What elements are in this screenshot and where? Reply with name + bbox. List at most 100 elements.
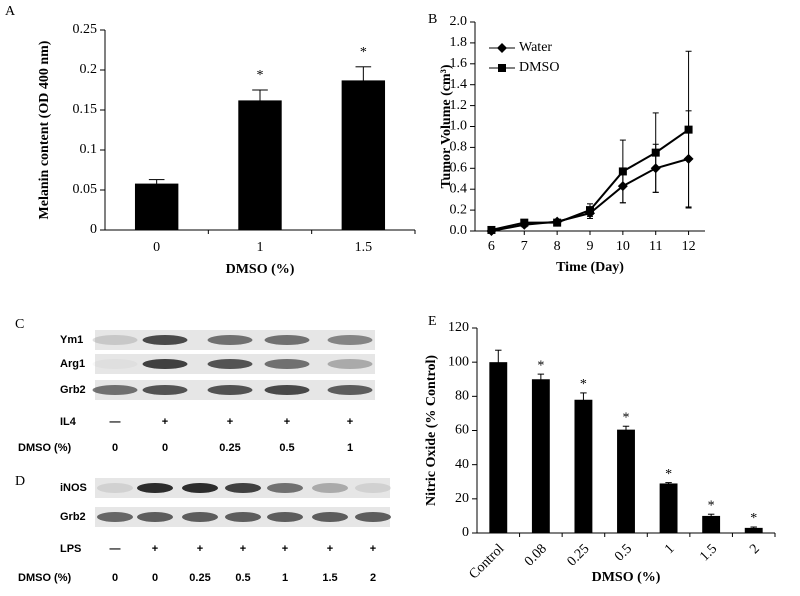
dose: 0 xyxy=(112,442,118,454)
band xyxy=(142,359,188,369)
bar xyxy=(238,100,282,231)
significance: * xyxy=(580,377,587,392)
x-tick-label: 12 xyxy=(682,239,696,254)
row-label: Grb2 xyxy=(60,511,86,523)
y-axis-label: Tumor Volume (cm³) xyxy=(439,64,454,188)
band xyxy=(97,512,133,522)
dose-label: DMSO (%) xyxy=(18,442,72,454)
significance: * xyxy=(750,511,757,526)
x-axis-label: Time (Day) xyxy=(556,260,624,275)
panel-label: B xyxy=(428,12,437,27)
treatment-mark: + xyxy=(162,416,168,428)
significance: * xyxy=(665,467,672,482)
x-tick-label: Control xyxy=(467,541,508,582)
y-tick-label: 40 xyxy=(455,457,469,472)
x-axis-label: DMSO (%) xyxy=(226,262,295,277)
y-tick-label: 20 xyxy=(455,491,469,506)
y-tick-label: 80 xyxy=(455,389,469,404)
row-label: Grb2 xyxy=(60,384,86,396)
band xyxy=(225,512,261,522)
x-tick-label: 1 xyxy=(257,240,264,255)
bar xyxy=(134,183,179,230)
y-tick-label: 1.2 xyxy=(450,98,468,113)
panel-label: C xyxy=(15,317,24,332)
bar xyxy=(574,399,593,533)
dose: 0.5 xyxy=(235,572,250,584)
y-tick-label: 120 xyxy=(448,320,469,335)
treatment-mark: + xyxy=(347,416,353,428)
y-axis-label: Nitric Oxide (% Control) xyxy=(424,355,439,506)
dose: 2 xyxy=(370,572,376,584)
band xyxy=(327,335,373,345)
marker xyxy=(651,148,660,157)
y-tick-label: 0.6 xyxy=(450,161,468,176)
dose: 0.25 xyxy=(219,442,240,454)
x-tick-label: 11 xyxy=(649,239,662,254)
band xyxy=(92,385,138,395)
treatment-label: IL4 xyxy=(60,416,77,428)
dose: 1 xyxy=(347,442,353,454)
x-tick-label: 2 xyxy=(747,541,763,557)
band xyxy=(312,512,348,522)
significance: * xyxy=(257,68,264,83)
y-tick-label: 0.0 xyxy=(450,223,468,238)
band xyxy=(225,483,261,493)
band xyxy=(93,359,138,369)
x-tick-label: 0 xyxy=(153,240,160,255)
y-tick-label: 0.2 xyxy=(80,62,98,77)
x-tick-label: 0.08 xyxy=(522,541,550,569)
marker xyxy=(684,125,693,134)
treatment-mark: + xyxy=(227,416,233,428)
dose: 0 xyxy=(112,572,118,584)
legend-label: DMSO xyxy=(519,60,559,75)
band xyxy=(137,483,173,493)
y-tick-label: 0.05 xyxy=(73,182,98,197)
band xyxy=(142,335,188,345)
band xyxy=(264,359,310,369)
bar xyxy=(489,362,508,533)
bar xyxy=(617,429,635,533)
band xyxy=(182,512,218,522)
significance: * xyxy=(623,410,630,425)
x-tick-label: 1.5 xyxy=(697,541,720,564)
y-tick-label: 0.15 xyxy=(73,102,98,117)
treatment-mark: + xyxy=(284,416,290,428)
legend-marker xyxy=(498,64,506,72)
band xyxy=(207,385,253,395)
y-tick-label: 0 xyxy=(90,222,97,237)
marker xyxy=(487,225,496,234)
y-tick-label: 100 xyxy=(448,354,469,369)
marker xyxy=(618,167,627,176)
y-tick-label: 0.4 xyxy=(450,181,468,196)
treatment-mark: — xyxy=(110,416,121,428)
legend-marker xyxy=(497,43,507,53)
band xyxy=(264,335,310,345)
marker xyxy=(520,218,529,227)
y-tick-label: 1.0 xyxy=(450,119,468,134)
treatment-label: LPS xyxy=(60,543,81,555)
treatment-mark: + xyxy=(282,543,288,555)
x-tick-label: 10 xyxy=(616,239,630,254)
x-tick-label: 7 xyxy=(521,239,528,254)
y-tick-label: 0 xyxy=(462,525,469,540)
row-label: iNOS xyxy=(60,482,87,494)
y-tick-label: 0.1 xyxy=(80,142,98,157)
dose: 0.5 xyxy=(279,442,294,454)
y-tick-label: 60 xyxy=(455,423,469,438)
x-tick-label: 8 xyxy=(554,239,561,254)
treatment-mark: + xyxy=(327,543,333,555)
panel-label: E xyxy=(428,314,437,329)
band xyxy=(327,385,373,395)
band xyxy=(264,385,310,395)
x-tick-label: 1 xyxy=(662,541,678,557)
x-tick-label: 9 xyxy=(587,239,594,254)
panel-label: A xyxy=(5,4,16,19)
dose: 0 xyxy=(162,442,168,454)
significance: * xyxy=(537,358,544,373)
dose: 0.25 xyxy=(189,572,210,584)
band xyxy=(207,335,253,345)
treatment-mark: + xyxy=(152,543,158,555)
x-tick-label: 6 xyxy=(488,239,495,254)
treatment-mark: — xyxy=(110,543,121,555)
band xyxy=(142,385,188,395)
